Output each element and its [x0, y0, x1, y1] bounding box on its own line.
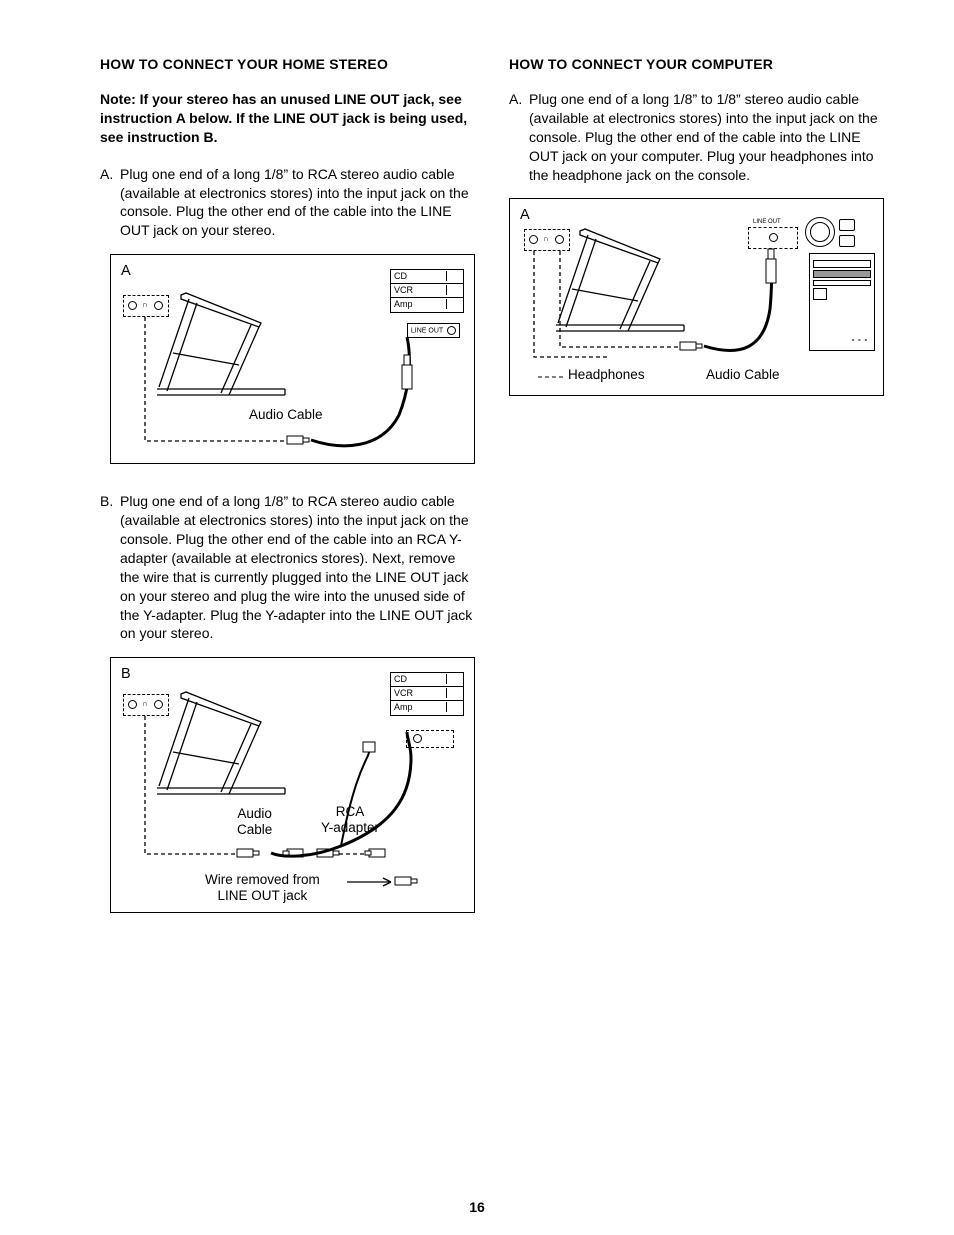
headphone-icon: ∩	[543, 234, 549, 243]
left-column: HOW TO CONNECT YOUR HOME STEREO Note: If…	[100, 56, 475, 941]
console-jack-box: ∩	[123, 295, 169, 317]
stack-vcr: VCR	[391, 687, 463, 701]
right-column: HOW TO CONNECT YOUR COMPUTER A. Plug one…	[509, 56, 884, 941]
console-jack-box: ∩	[524, 229, 570, 251]
stereo-stack: CD VCR Amp	[390, 672, 464, 716]
stack-vcr-label: VCR	[394, 285, 413, 295]
right-heading: HOW TO CONNECT YOUR COMPUTER	[509, 56, 884, 72]
stack-amp-label: Amp	[394, 299, 413, 309]
jack-icon	[555, 235, 564, 244]
step-marker: B.	[100, 492, 120, 643]
headphone-icon: ∩	[142, 300, 148, 309]
wire-line2: LINE OUT jack	[218, 888, 308, 903]
stack-amp: Amp	[391, 701, 463, 715]
stack-vcr-label: VCR	[394, 688, 413, 698]
headphone-icon: ∩	[142, 699, 148, 708]
rca-callout: RCA Y-adapter	[321, 804, 379, 835]
step-marker: A.	[509, 90, 529, 184]
stack-cd-label: CD	[394, 674, 407, 684]
computer-tower-icon: ∘∘∘	[809, 253, 875, 351]
left-figure-b: B ∩	[110, 657, 475, 913]
jack-icon	[128, 700, 137, 709]
rca-line2: Y-adapter	[321, 820, 379, 835]
right-step-a: A. Plug one end of a long 1/8” to 1/8” s…	[509, 90, 884, 184]
console-jack-box: ∩	[123, 694, 169, 716]
jack-icon	[154, 301, 163, 310]
figure-label: A	[121, 263, 131, 279]
audio-cable-callout: Audio Cable	[237, 806, 272, 837]
step-marker: A.	[100, 165, 120, 241]
left-figure-a: A ∩	[110, 254, 475, 464]
jack-icon	[154, 700, 163, 709]
stack-cd: CD	[391, 270, 463, 284]
left-heading: HOW TO CONNECT YOUR HOME STEREO	[100, 56, 475, 72]
left-step-b: B. Plug one end of a long 1/8” to RCA st…	[100, 492, 475, 643]
jack-icon	[769, 233, 778, 242]
audio-cable-callout: Audio Cable	[706, 367, 780, 383]
stack-amp: Amp	[391, 298, 463, 312]
lineout-jack-area	[406, 730, 454, 748]
wire-removed-callout: Wire removed from LINE OUT jack	[205, 872, 320, 903]
figure-label: A	[520, 207, 530, 223]
lineout-label-box: LINE OUT	[407, 323, 460, 338]
page-number: 16	[0, 1199, 954, 1215]
two-column-layout: HOW TO CONNECT YOUR HOME STEREO Note: If…	[100, 56, 884, 941]
speaker-icon	[805, 217, 835, 247]
left-step-a: A. Plug one end of a long 1/8” to RCA st…	[100, 165, 475, 241]
lineout-label: LINE OUT	[411, 328, 443, 335]
right-figure-a: A ∩	[509, 198, 884, 396]
step-body: Plug one end of a long 1/8” to RCA stere…	[120, 492, 475, 643]
vent-icon: ∘∘∘	[851, 336, 870, 344]
port-icon	[839, 235, 855, 247]
wire-line1: Wire removed from	[205, 872, 320, 887]
stereo-stack: CD VCR Amp	[390, 269, 464, 313]
audio-cable-line1: Audio	[237, 806, 272, 821]
lineout-label: LINE OUT	[753, 219, 781, 225]
jack-icon	[529, 235, 538, 244]
stack-cd: CD	[391, 673, 463, 687]
left-note: Note: If your stereo has an unused LINE …	[100, 90, 475, 147]
jack-icon	[128, 301, 137, 310]
stack-amp-label: Amp	[394, 702, 413, 712]
figure-label: B	[121, 666, 131, 682]
rca-line1: RCA	[336, 804, 365, 819]
port-icon	[839, 219, 855, 231]
stack-vcr: VCR	[391, 284, 463, 298]
step-body: Plug one end of a long 1/8” to 1/8” ster…	[529, 90, 884, 184]
audio-cable-line2: Cable	[237, 822, 272, 837]
computer-lineout-box: LINE OUT	[748, 227, 798, 249]
step-body: Plug one end of a long 1/8” to RCA stere…	[120, 165, 475, 241]
jack-icon	[413, 734, 422, 743]
leader-line-icon	[538, 367, 598, 387]
document-page: HOW TO CONNECT YOUR HOME STEREO Note: If…	[0, 0, 954, 1235]
stack-cd-label: CD	[394, 271, 407, 281]
audio-cable-callout: Audio Cable	[249, 407, 323, 423]
jack-icon	[447, 326, 456, 335]
